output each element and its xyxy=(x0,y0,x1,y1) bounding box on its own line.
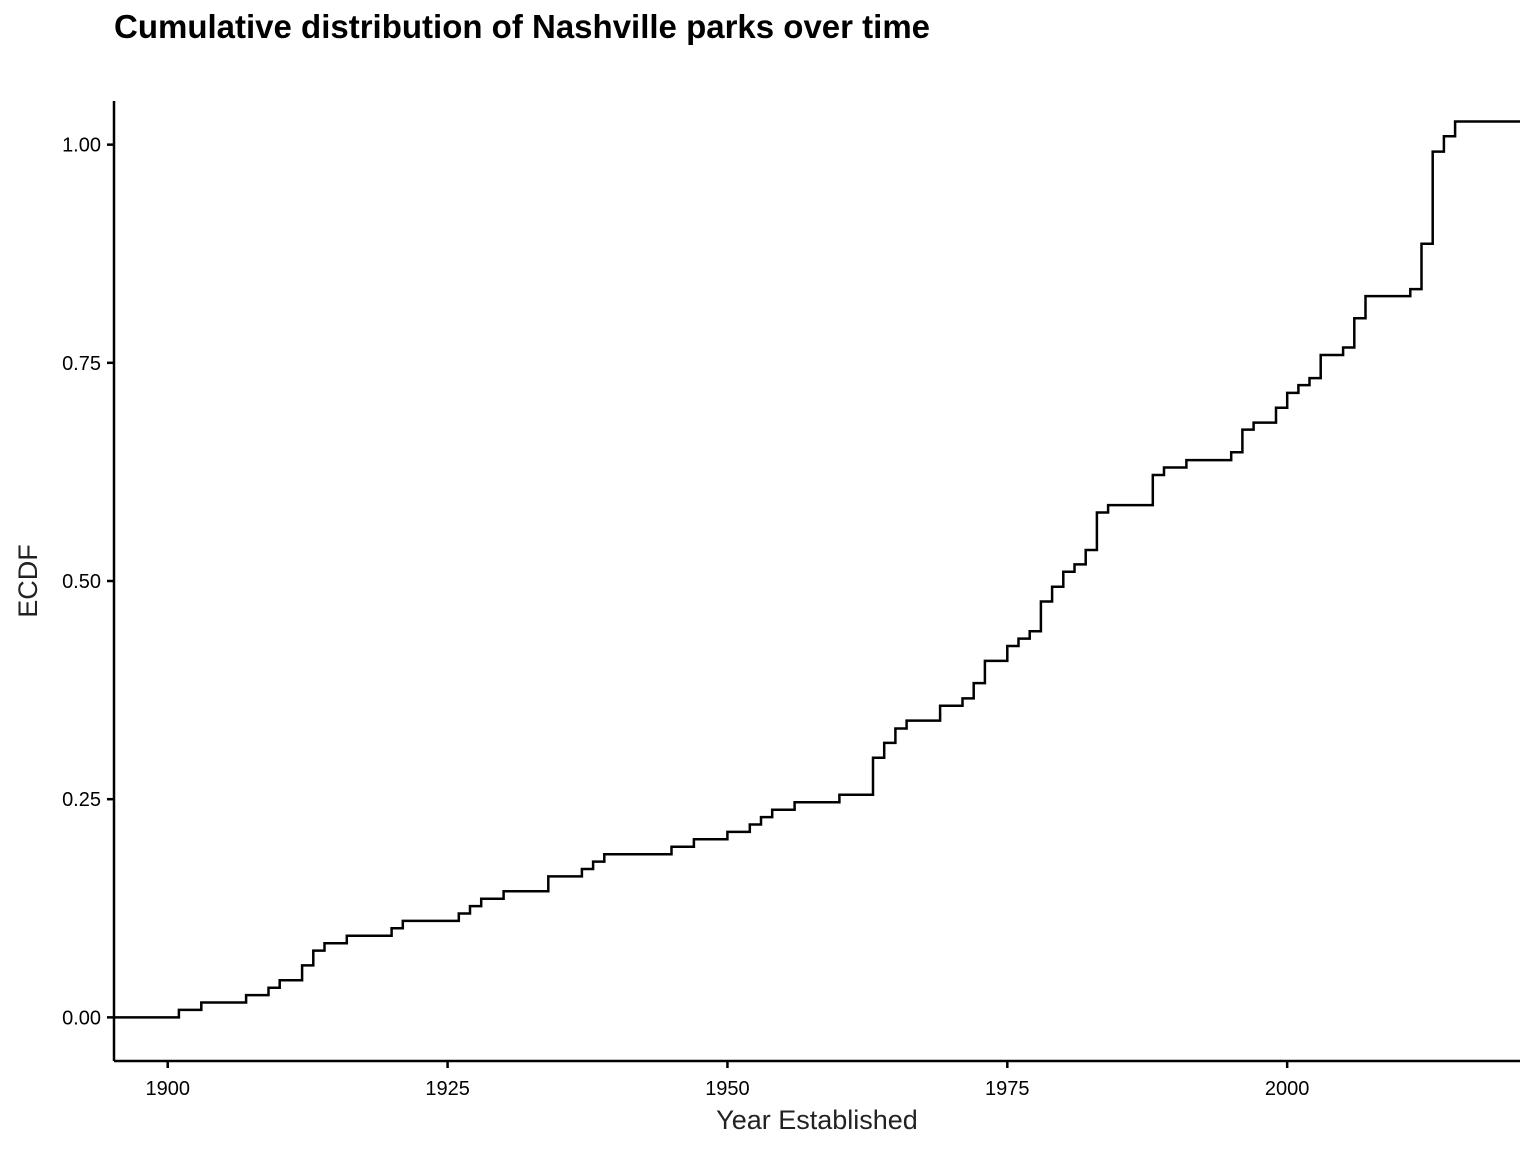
x-tick-label: 1900 xyxy=(145,1078,190,1100)
x-axis-title: Year Established xyxy=(716,1105,918,1135)
chart-title: Cumulative distribution of Nashville par… xyxy=(114,8,931,45)
y-axis: 0.00 0.25 0.50 0.75 1.00 xyxy=(62,101,116,1061)
ecdf-step-line xyxy=(114,120,1520,1019)
x-tick-label: 1975 xyxy=(985,1078,1030,1100)
x-tick-label: 2000 xyxy=(1265,1078,1310,1100)
y-tick-label: 0.75 xyxy=(62,353,101,375)
x-tick-label: 1950 xyxy=(705,1078,750,1100)
x-axis: 1900 1925 1950 1975 2000 xyxy=(114,1059,1520,1100)
y-tick-label: 0.25 xyxy=(62,789,101,811)
y-tick-label: 1.00 xyxy=(62,135,101,157)
y-tick-label: 0.50 xyxy=(62,571,101,593)
y-tick-label: 0.00 xyxy=(62,1007,101,1029)
x-tick-label: 1925 xyxy=(425,1078,470,1100)
y-axis-title: ECDF xyxy=(13,544,43,618)
